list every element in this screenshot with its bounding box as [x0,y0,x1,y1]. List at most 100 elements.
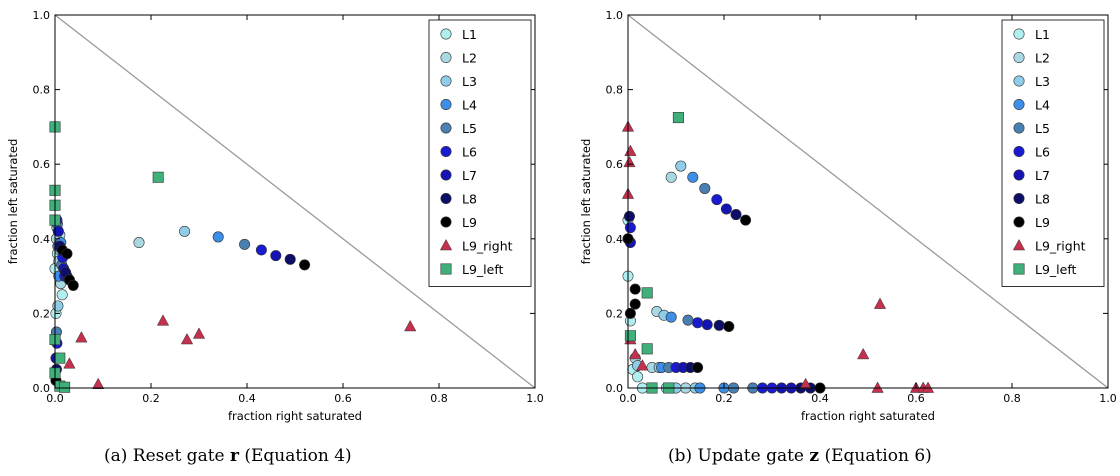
y-tick-label: 0.4 [606,233,624,246]
point-l9 [629,298,641,310]
legend-label: L2 [1035,51,1050,66]
point-l9-right [192,327,206,339]
legend-label: L4 [1035,98,1050,113]
reference-line [627,14,1109,389]
y-tick-label: 0.6 [606,158,624,171]
point-l9-right [404,319,417,332]
legend-label: L3 [1035,74,1050,89]
legend-marker-l9-right [1012,238,1026,251]
point-l5 [699,182,711,194]
point-l3 [52,300,64,312]
point-l9-right [636,359,649,371]
legend-marker-l9 [1013,216,1025,228]
legend-marker-l6 [1013,146,1025,158]
legend-marker-l1 [1013,28,1025,40]
point-l4 [687,171,699,183]
caption-a-symbol: r [230,446,239,466]
point-l9-right [75,331,88,343]
point-l7 [701,319,713,331]
y-tick-label: 0.0 [33,382,51,395]
point-l9-right [921,381,935,393]
point-l9 [299,259,311,271]
point-l9-right [92,377,105,390]
point-l9-right [623,155,636,168]
legend-marker-l9 [440,216,452,228]
point-l9 [629,283,641,295]
legend-label: L8 [462,192,477,207]
legend-label: L9_left [1035,262,1077,277]
legend-label: L7 [1035,168,1050,183]
point-l9-right [857,347,870,360]
point-l6 [711,194,723,206]
point-l8 [623,210,635,222]
point-l9-right [156,314,170,326]
legend-label: L2 [462,51,477,66]
point-l5 [239,238,251,250]
y-tick-label: 0.2 [606,307,624,320]
chart-panel-b: 0.0 0.2 0.4 0.6 0.8 1.0 0.0 0.2 0.4 0.6 0.8 1.0 frac… [579,9,1117,423]
legend-marker-l6 [440,146,452,158]
point-l4 [212,231,224,243]
legend-marker-l8 [440,193,452,205]
point-l9 [61,248,73,260]
point-l6 [255,244,267,256]
point-l9-right [799,377,812,390]
point-l9-right [629,347,642,360]
legend-marker-l7 [440,169,452,181]
point-l4 [665,311,677,323]
x-tick-label: 1.0 [1099,392,1117,405]
point-l5 [682,314,694,326]
point-l9 [740,214,752,226]
legend-marker-l5 [440,122,452,134]
x-tick-label: 0.2 [142,392,160,405]
x-tick-label: 1.0 [526,392,544,405]
x-tick-label: 0.0 [46,392,64,405]
legend-marker-l4 [440,99,452,111]
legend-label: L9_right [462,239,513,254]
x-tick-label: 0.4 [811,392,829,405]
x-tick-label: 0.8 [430,392,448,405]
legend-label: L9_left [462,262,504,277]
x-tick-label: 0.2 [715,392,733,405]
y-tick-label: 1.0 [33,9,51,22]
caption-b-suffix: (Equation 6) [819,446,932,466]
legend-label: L9 [1035,215,1050,230]
point-l9-left [641,343,653,355]
caption-a-prefix: (a) Reset gate [104,446,230,466]
point-l9-left [641,287,653,299]
point-l3 [179,225,191,237]
x-tick-label: 0.0 [619,392,637,405]
point-l9-left [624,330,636,342]
legend-label: L1 [462,27,477,42]
point-l9-left [59,381,71,393]
legend-marker-l3 [1013,75,1025,87]
reference-line [54,14,536,389]
point-l7 [720,203,732,215]
plot-frame [627,14,1109,389]
figure: 0.0 0.2 0.4 0.6 0.8 1.0 0.0 0.2 0.4 0.6 0.8 1.0 frac… [6,9,1117,423]
y-tick-label: 0.4 [33,233,51,246]
legend-marker-l5 [1013,122,1025,134]
point-l3 [675,160,687,172]
point-l1 [56,289,68,301]
legend-label: L7 [462,168,477,183]
legend-marker-l3 [440,75,452,87]
point-l8 [730,209,742,221]
plot-frame [54,14,536,389]
point-l6 [692,317,704,329]
caption-a-suffix: (Equation 4) [238,446,352,466]
point-l9 [723,320,735,332]
legend-marker-l8 [1013,193,1025,205]
y-tick-label: 1.0 [606,9,624,22]
point-l9 [67,279,79,291]
point-l9-left [152,171,164,183]
legend-marker-l9-left [1013,263,1025,275]
point-l9-right [624,144,637,156]
point-l2 [133,237,145,249]
y-tick-label: 0.2 [33,307,51,320]
point-l7 [52,225,64,237]
caption-a: (a) Reset gate r (Equation 4) [104,446,352,466]
legend-marker-l7 [1013,169,1025,181]
point-l9-right [873,297,887,309]
point-l1 [632,371,644,383]
